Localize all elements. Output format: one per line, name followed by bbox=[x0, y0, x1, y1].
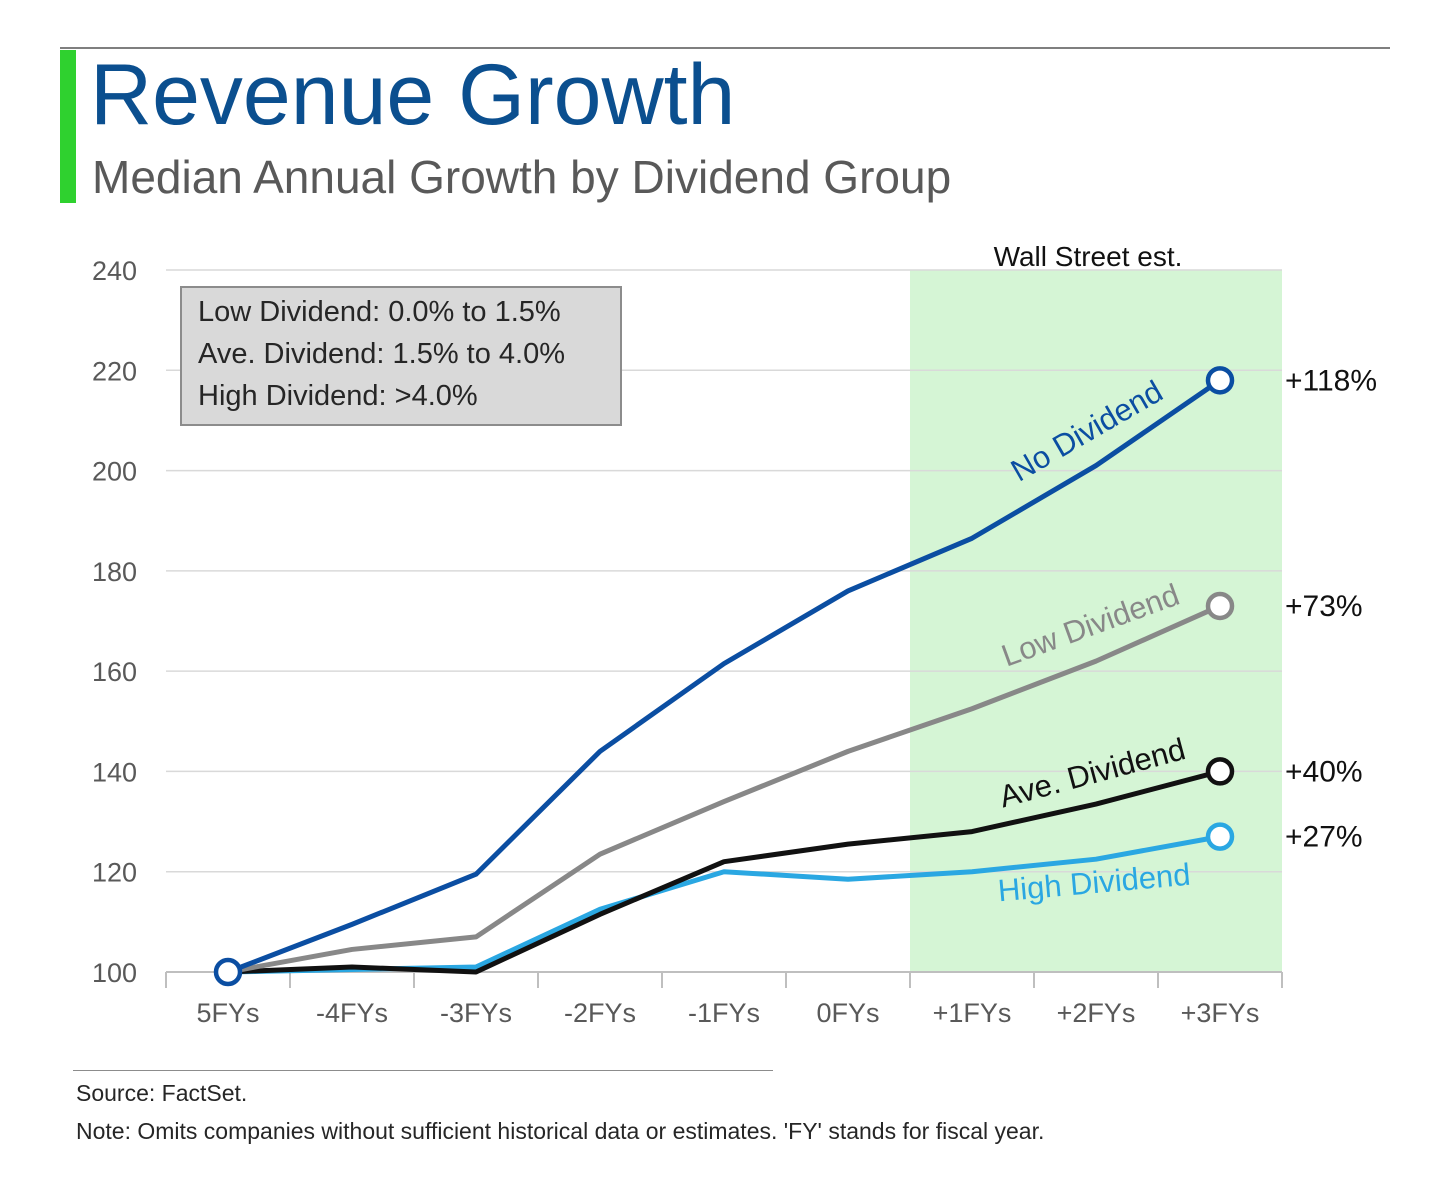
legend-line-low: Low Dividend: 0.0% to 1.5% bbox=[198, 296, 561, 328]
y-tick-label: 180 bbox=[92, 557, 137, 587]
source-note: Source: FactSet. bbox=[76, 1080, 248, 1106]
series-line bbox=[225, 603, 1223, 975]
grid-lines bbox=[166, 269, 1282, 873]
series-end-marker bbox=[1205, 757, 1235, 786]
y-tick-label: 100 bbox=[92, 958, 137, 988]
footer-rule bbox=[73, 1070, 773, 1071]
legend-line-ave: Ave. Dividend: 1.5% to 4.0% bbox=[198, 338, 565, 370]
x-tick-label: 5FYs bbox=[196, 998, 259, 1028]
legend-line-high: High Dividend: >4.0% bbox=[198, 380, 478, 412]
y-tick-label: 120 bbox=[92, 858, 137, 888]
end-value-label: +73% bbox=[1285, 590, 1363, 623]
end-value-label: +40% bbox=[1285, 755, 1363, 788]
x-tick-label: +3FYs bbox=[1181, 998, 1260, 1028]
estimate-region-label: Wall Street est. bbox=[994, 241, 1183, 272]
x-tick-label: -3FYs bbox=[440, 998, 512, 1028]
y-tick-label: 200 bbox=[92, 457, 137, 487]
x-tick-label: +2FYs bbox=[1057, 998, 1136, 1028]
series-start-marker bbox=[213, 957, 243, 987]
series-end-marker bbox=[1205, 822, 1235, 851]
chart-title: Revenue Growth bbox=[90, 47, 736, 143]
y-tick-label: 140 bbox=[92, 757, 137, 787]
series-end-marker bbox=[1205, 366, 1235, 395]
y-tick-label: 220 bbox=[92, 356, 137, 386]
end-value-labels: +118% +73% +40% +27% bbox=[1285, 364, 1377, 853]
x-tick-label: +1FYs bbox=[933, 998, 1012, 1028]
chart-subtitle: Median Annual Growth by Dividend Group bbox=[92, 151, 952, 203]
end-value-label: +118% bbox=[1285, 364, 1377, 397]
x-tick-label: -4FYs bbox=[316, 998, 388, 1028]
y-axis-ticks: 100 120 140 160 180 200 220 240 bbox=[92, 256, 137, 988]
series-line bbox=[225, 377, 1223, 975]
top-rule bbox=[60, 47, 1390, 49]
x-tick-label: -2FYs bbox=[564, 998, 636, 1028]
series-line bbox=[225, 768, 1223, 975]
y-tick-label: 240 bbox=[92, 256, 137, 286]
end-value-label: +27% bbox=[1285, 821, 1363, 854]
legend-box: Low Dividend: 0.0% to 1.5% Ave. Dividend… bbox=[180, 286, 622, 426]
series-lines bbox=[213, 366, 1235, 987]
x-axis: 5FYs -4FYs -3FYs -2FYs -1FYs 0FYs +1FYs +2FYs +3… bbox=[165, 971, 1283, 1028]
x-tick-label: -1FYs bbox=[688, 998, 760, 1028]
x-tick-label: 0FYs bbox=[816, 998, 879, 1028]
footnote: Note: Omits companies without sufficient… bbox=[76, 1118, 1045, 1144]
y-tick-label: 160 bbox=[92, 657, 137, 687]
title-accent-bar bbox=[60, 50, 76, 203]
legend-box-frame bbox=[180, 286, 622, 426]
series-end-marker bbox=[1205, 591, 1235, 621]
